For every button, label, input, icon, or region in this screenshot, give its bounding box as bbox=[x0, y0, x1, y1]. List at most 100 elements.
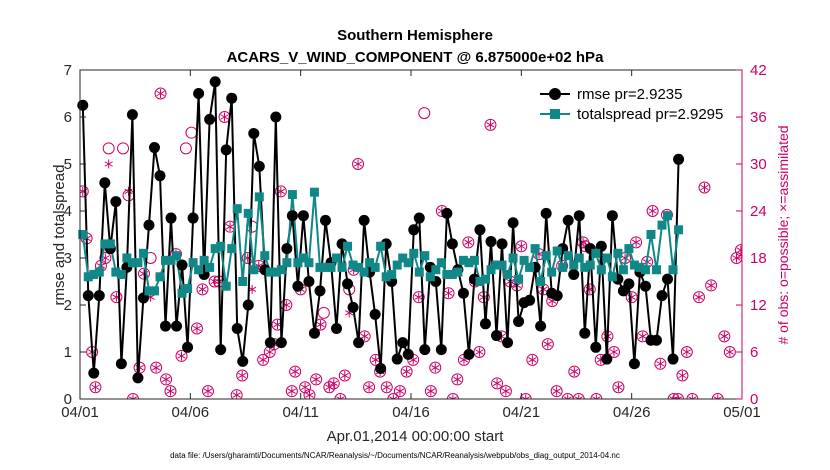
totalspread-point bbox=[155, 272, 165, 282]
obs-possible-point bbox=[230, 389, 243, 399]
totalspread-point bbox=[304, 258, 314, 268]
rmse-point bbox=[286, 210, 298, 222]
rmse-point bbox=[314, 285, 326, 297]
obs-possible-point bbox=[257, 353, 270, 366]
obs-possible-point bbox=[473, 346, 486, 358]
obs-assimilated-point bbox=[614, 382, 623, 392]
obs-assimilated-point bbox=[203, 386, 213, 396]
totalspread-point bbox=[425, 272, 435, 282]
rmse-point bbox=[292, 280, 304, 292]
totalspread-point bbox=[249, 265, 259, 275]
obs-possible-point bbox=[491, 377, 504, 390]
rmse-point bbox=[242, 299, 254, 311]
totalspread-point bbox=[332, 253, 342, 263]
obs-possible-point bbox=[519, 393, 532, 399]
rmse-point bbox=[391, 353, 403, 365]
totalspread-point bbox=[657, 220, 667, 230]
x-tick-label: 04/26 bbox=[613, 404, 651, 421]
obs-possible-point bbox=[164, 385, 177, 398]
totalspread-point bbox=[216, 241, 226, 251]
totalspread-point bbox=[166, 255, 176, 265]
rmse-point bbox=[562, 214, 574, 226]
rmse-point bbox=[231, 323, 243, 334]
rmse-point bbox=[369, 308, 381, 320]
rmse-point bbox=[77, 99, 89, 111]
totalspread-point bbox=[547, 267, 557, 277]
rmse-point bbox=[82, 290, 94, 302]
totalspread-point bbox=[420, 251, 430, 261]
obs-possible-point bbox=[117, 142, 130, 155]
y-tick-label: 3 bbox=[64, 250, 72, 267]
rmse-point bbox=[457, 287, 469, 299]
totalspread-point bbox=[436, 258, 446, 268]
obs-possible-point bbox=[590, 393, 603, 399]
totalspread-point bbox=[337, 262, 347, 272]
obs-assimilated-point bbox=[521, 394, 530, 399]
totalspread-point bbox=[315, 262, 325, 272]
totalspread-point bbox=[403, 258, 413, 268]
totalspread-point bbox=[668, 265, 678, 275]
obs-assimilated-point bbox=[198, 284, 207, 294]
y-axis-left: 0 1 2 3 4 5 6 7 bbox=[64, 62, 86, 408]
obs-assimilated-point bbox=[552, 386, 561, 396]
obs-assimilated-point bbox=[265, 347, 274, 357]
rmse-point bbox=[187, 212, 199, 224]
totalspread-point bbox=[183, 284, 193, 294]
totalspread-point bbox=[144, 286, 154, 296]
totalspread-point bbox=[111, 267, 121, 277]
rmse-point bbox=[568, 268, 580, 280]
rmse-point bbox=[623, 278, 635, 290]
y-tick-label: 5 bbox=[64, 156, 72, 173]
rmse-point bbox=[165, 212, 177, 224]
totalspread-point bbox=[282, 258, 292, 268]
rmse-point bbox=[171, 320, 183, 332]
totalspread-point bbox=[458, 255, 468, 265]
totalspread-point bbox=[94, 267, 104, 277]
obs-assimilated-point bbox=[592, 394, 601, 399]
obs-assimilated-point bbox=[192, 324, 202, 333]
totalspread-point bbox=[398, 253, 408, 263]
obs-assimilated-point bbox=[340, 371, 349, 380]
rmse-point bbox=[88, 367, 100, 379]
obs-possible-point bbox=[310, 373, 323, 386]
totalspread-point bbox=[447, 269, 457, 279]
obs-possible-point bbox=[317, 306, 330, 319]
rmse-point bbox=[413, 212, 425, 224]
obs-assimilated-point bbox=[305, 390, 314, 399]
legend-spread-label: totalspread pr=2.9295 bbox=[577, 106, 723, 123]
obs-possible-point bbox=[676, 369, 689, 382]
obs-possible-point bbox=[179, 142, 192, 155]
obs-possible-point bbox=[387, 393, 400, 399]
obs-possible-point bbox=[110, 291, 123, 304]
rmse-point bbox=[513, 315, 525, 327]
obs-assimilated-point bbox=[360, 331, 369, 341]
totalspread-point bbox=[574, 253, 584, 263]
rmse-point bbox=[540, 207, 552, 219]
totalspread-point bbox=[194, 265, 204, 275]
totalspread-point bbox=[602, 253, 612, 263]
rmse-point bbox=[331, 323, 343, 334]
obs-assimilated-point bbox=[492, 378, 502, 388]
totalspread-point bbox=[431, 265, 441, 275]
totalspread-point bbox=[199, 255, 209, 265]
obs-assimilated-point bbox=[453, 374, 462, 384]
y-right-tick-label: 6 bbox=[750, 344, 758, 361]
obs-possible-point bbox=[711, 393, 724, 399]
obs-possible-point bbox=[515, 240, 528, 253]
totalspread-point bbox=[530, 244, 540, 254]
y-tick-label: 1 bbox=[64, 344, 72, 361]
obs-assimilated-point bbox=[177, 351, 186, 361]
rmse-point bbox=[358, 214, 370, 226]
totalspread-point bbox=[387, 269, 397, 279]
x-tick-label: 04/01 bbox=[61, 404, 99, 421]
obs-possible-point bbox=[568, 365, 581, 378]
totalspread-point bbox=[287, 190, 297, 200]
obs-assimilated-point bbox=[678, 371, 687, 380]
totalspread-point bbox=[607, 272, 617, 282]
rmse-point bbox=[491, 330, 503, 342]
obs-possible-point bbox=[572, 393, 585, 399]
obs-possible-point bbox=[672, 393, 685, 399]
rmse-point bbox=[226, 92, 238, 104]
obs-possible-point bbox=[289, 365, 302, 378]
obs-possible-point bbox=[126, 393, 139, 399]
